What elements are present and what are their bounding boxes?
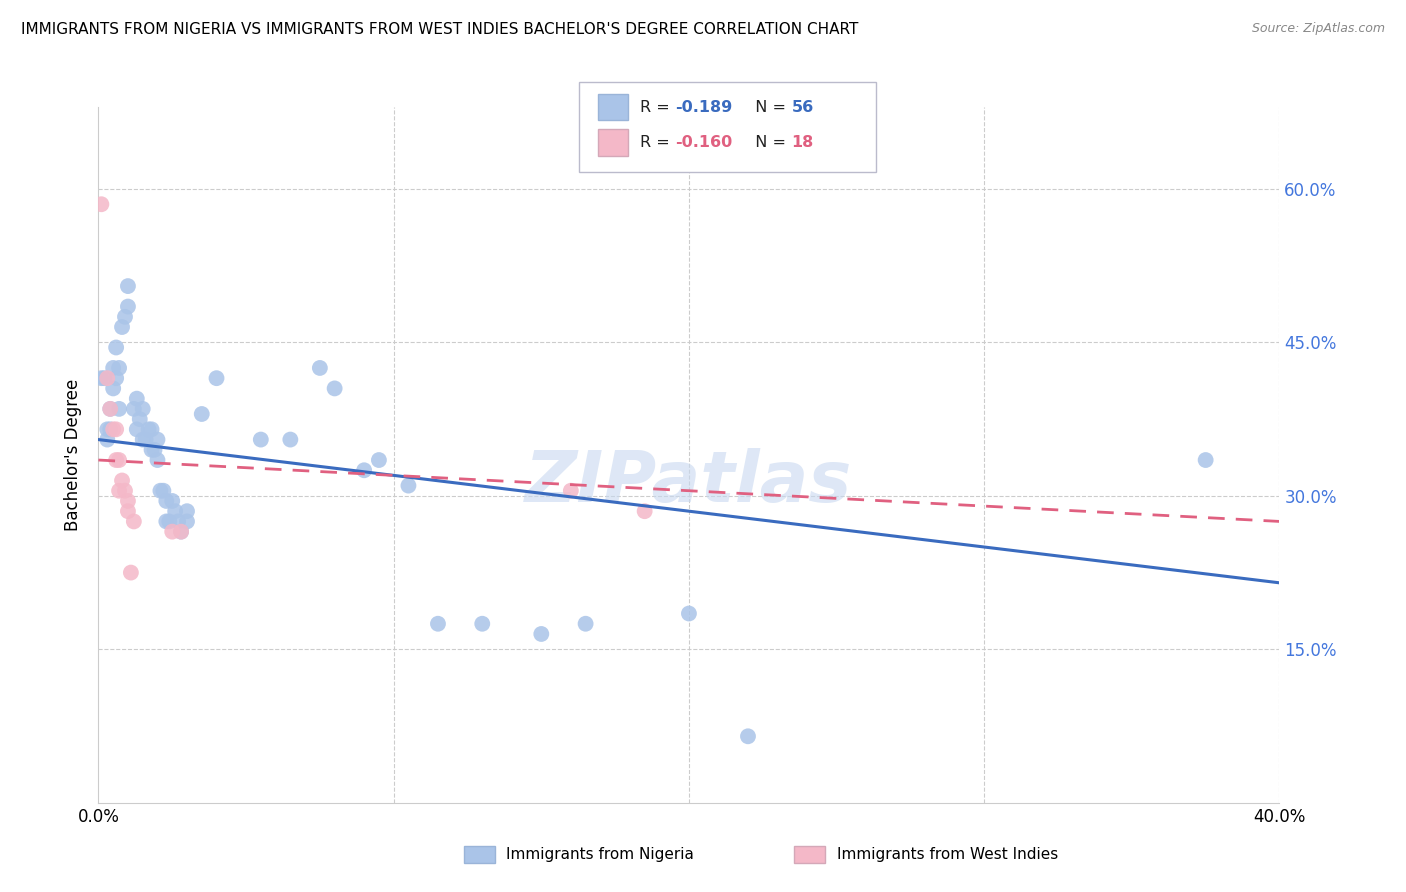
Point (309, 361, 332, 376)
Point (146, 453, 169, 467)
Point (103, 381, 125, 395)
Point (162, 494, 183, 508)
Point (135, 433, 157, 447)
Point (191, 407, 214, 421)
Point (98, 422, 121, 436)
Point (132, 401, 155, 416)
Text: N =: N = (745, 100, 792, 114)
Point (353, 463, 375, 477)
Point (368, 453, 391, 467)
Point (117, 279, 139, 293)
Point (396, 478, 419, 492)
Point (111, 320, 134, 334)
Point (427, 616, 450, 631)
Point (1195, 453, 1218, 467)
Point (125, 422, 148, 436)
Point (120, 566, 142, 580)
Point (157, 515, 180, 529)
Point (90, 197, 112, 211)
Point (176, 515, 198, 529)
Point (108, 361, 131, 376)
Text: ZIPatlas: ZIPatlas (526, 449, 852, 517)
Point (103, 422, 125, 436)
Point (141, 442, 163, 457)
Point (170, 524, 193, 539)
Point (678, 607, 700, 621)
Point (155, 515, 177, 529)
Point (176, 504, 198, 518)
Point (111, 474, 134, 488)
Text: Source: ZipAtlas.com: Source: ZipAtlas.com (1251, 22, 1385, 36)
Point (128, 412, 150, 426)
Text: R =: R = (640, 100, 675, 114)
Point (108, 401, 131, 416)
Point (162, 524, 183, 539)
Point (143, 442, 166, 457)
Point (170, 524, 193, 539)
Text: R =: R = (640, 136, 675, 150)
Point (96, 371, 118, 385)
Point (149, 483, 172, 498)
Point (152, 483, 174, 498)
Point (117, 494, 139, 508)
Point (93, 371, 115, 385)
Text: -0.160: -0.160 (675, 136, 733, 150)
Point (90, 371, 112, 385)
Point (125, 392, 148, 406)
Point (633, 504, 655, 518)
Point (278, 433, 302, 447)
Point (105, 453, 128, 467)
Point (108, 483, 131, 498)
Point (132, 433, 155, 447)
Text: N =: N = (745, 136, 792, 150)
Point (560, 483, 582, 498)
Text: -0.189: -0.189 (675, 100, 733, 114)
Point (108, 453, 131, 467)
Point (122, 401, 145, 416)
Point (103, 361, 125, 376)
Point (117, 504, 139, 518)
Point (737, 729, 759, 743)
Point (574, 616, 596, 631)
Point (117, 300, 139, 314)
Point (96, 422, 118, 436)
Point (205, 371, 228, 385)
Point (98, 401, 121, 416)
Point (141, 422, 163, 436)
Point (146, 433, 169, 447)
Point (471, 616, 494, 631)
Point (122, 515, 145, 529)
Text: 56: 56 (792, 100, 814, 114)
Point (167, 515, 190, 529)
Point (323, 381, 346, 395)
Point (105, 341, 128, 355)
Point (165, 504, 187, 518)
Text: IMMIGRANTS FROM NIGERIA VS IMMIGRANTS FROM WEST INDIES BACHELOR'S DEGREE CORRELA: IMMIGRANTS FROM NIGERIA VS IMMIGRANTS FR… (21, 22, 859, 37)
Point (114, 310, 136, 324)
Y-axis label: Bachelor's Degree: Bachelor's Degree (65, 379, 83, 531)
Text: 18: 18 (792, 136, 814, 150)
Point (96, 433, 118, 447)
Point (138, 422, 160, 436)
Text: Immigrants from West Indies: Immigrants from West Indies (837, 847, 1057, 862)
Point (98, 401, 121, 416)
Point (155, 494, 177, 508)
Point (530, 627, 553, 641)
Point (250, 433, 273, 447)
Point (105, 371, 128, 385)
Text: Immigrants from Nigeria: Immigrants from Nigeria (506, 847, 695, 862)
Point (105, 422, 128, 436)
Point (114, 483, 136, 498)
